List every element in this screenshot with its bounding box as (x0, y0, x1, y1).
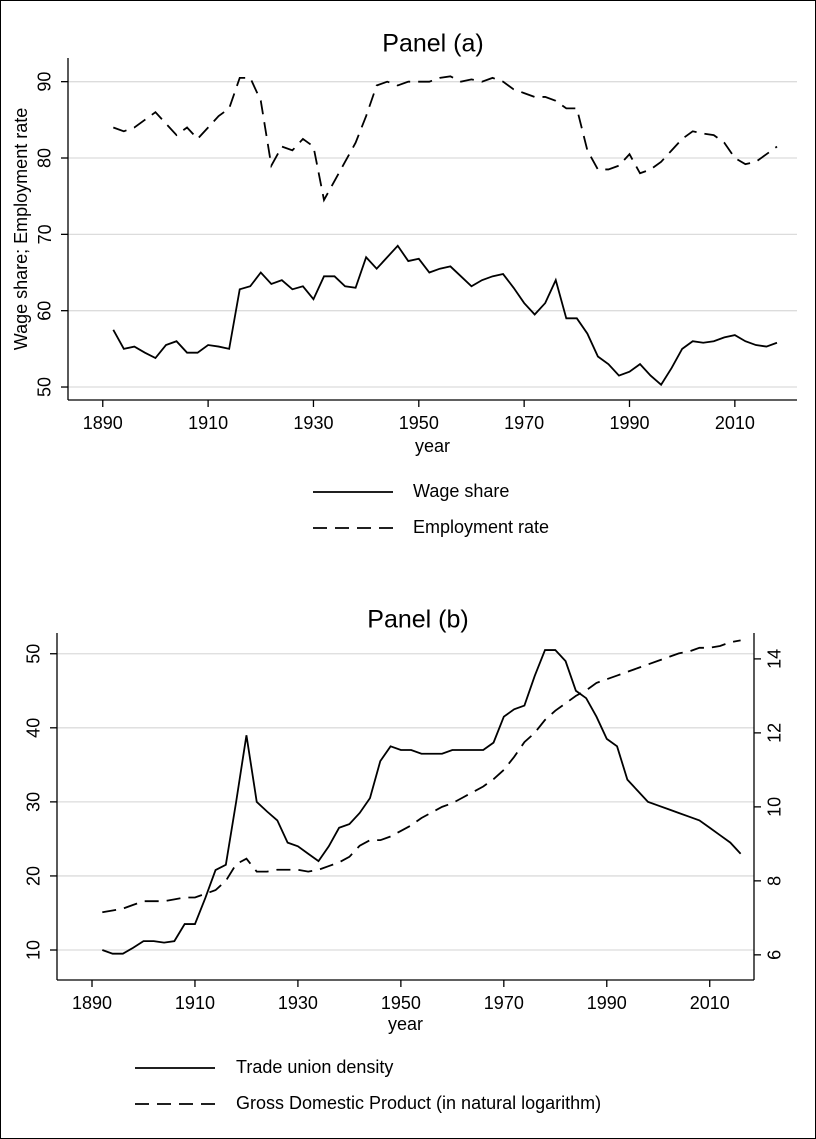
y2-tick-label: 12 (765, 723, 785, 743)
y-tick-label: 10 (24, 940, 44, 960)
x-tick-label: 1910 (175, 993, 215, 1013)
data-line (102, 639, 741, 914)
legend-label: Trade union density (236, 1057, 393, 1077)
x-tick-label: 1930 (278, 993, 318, 1013)
legend-label: Wage share (413, 481, 509, 501)
x-tick-label: 1990 (609, 413, 649, 433)
chart-title: Panel (b) (367, 606, 468, 634)
y-tick-label: 60 (35, 301, 55, 321)
y-tick-label: 80 (35, 148, 55, 168)
x-tick-label: 2010 (690, 993, 730, 1013)
data-line (112, 75, 778, 203)
x-tick-label: 1950 (381, 993, 421, 1013)
legend-label: Employment rate (413, 517, 549, 537)
y2-tick-label: 8 (765, 876, 785, 886)
x-axis-label: year (415, 436, 450, 456)
x-tick-label: 1990 (587, 993, 627, 1013)
y-tick-label: 30 (24, 792, 44, 812)
y-tick-label: 50 (24, 644, 44, 664)
legend-label: Gross Domestic Product (in natural logar… (236, 1093, 601, 1113)
y-tick-label: 20 (24, 866, 44, 886)
x-tick-label: 1970 (504, 413, 544, 433)
data-line (112, 244, 778, 387)
x-tick-label: 1890 (72, 993, 112, 1013)
x-tick-label: 1970 (484, 993, 524, 1013)
chart-title: Panel (a) (382, 30, 483, 58)
x-tick-label: 1910 (188, 413, 228, 433)
x-tick-label: 1950 (399, 413, 439, 433)
y-axis-label: Wage share; Employment rate (11, 108, 31, 350)
y-tick-label: 50 (35, 377, 55, 397)
y2-tick-label: 10 (765, 797, 785, 817)
x-axis-label: year (388, 1014, 423, 1034)
data-line (101, 649, 742, 955)
x-tick-label: 1930 (293, 413, 333, 433)
y2-tick-label: 6 (765, 950, 785, 960)
y-tick-label: 90 (35, 72, 55, 92)
x-tick-label: 2010 (715, 413, 755, 433)
y-tick-label: 70 (35, 224, 55, 244)
x-tick-label: 1890 (83, 413, 123, 433)
y-tick-label: 40 (24, 718, 44, 738)
y2-tick-label: 14 (765, 649, 785, 669)
